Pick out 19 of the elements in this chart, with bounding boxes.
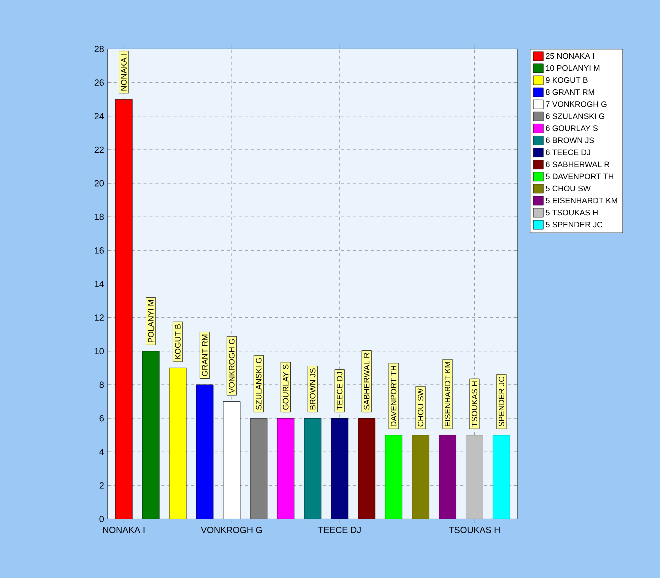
x-tick-label: TEECE DJ: [318, 527, 361, 534]
y-tick-label: 2: [100, 482, 104, 489]
x-tick-label: NONAKA I: [103, 527, 145, 534]
y-tick-label: 6: [100, 415, 104, 422]
y-tick-label: 22: [94, 146, 104, 154]
y-tick-label: 14: [95, 281, 104, 288]
y-tick-label: 16: [95, 247, 104, 254]
y-tick-label: 10: [95, 348, 104, 355]
y-tick-label: 26: [94, 80, 104, 86]
y-tick-label: 12: [95, 314, 104, 321]
y-tick-label: 0: [100, 516, 104, 522]
y-tick-label: 4: [100, 449, 104, 456]
y-tick-label: 20: [94, 180, 104, 187]
x-tick-label: TSOUKAS H: [449, 527, 500, 534]
y-tick-label: 24: [94, 113, 104, 120]
y-tick-label: 18: [95, 214, 104, 220]
y-tick-label: 28: [94, 46, 104, 52]
y-tick-label: 8: [100, 382, 104, 388]
x-tick-label: VONKROGH G: [201, 527, 262, 534]
